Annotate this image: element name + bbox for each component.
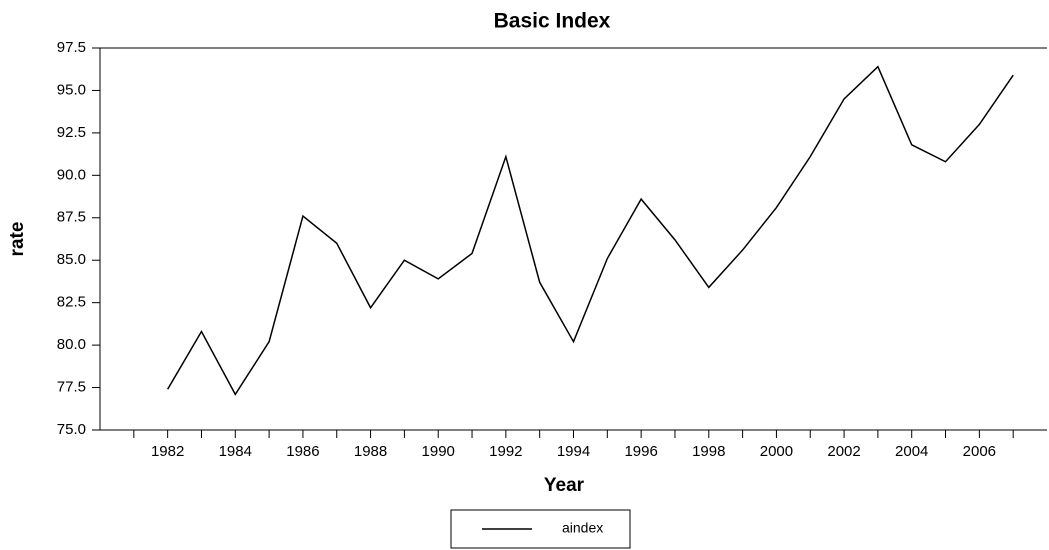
x-tick-label: 1988 [354,443,387,460]
x-tick-label: 1982 [151,443,184,460]
y-tick-label: 87.5 [57,209,86,226]
y-tick-label: 95.0 [57,81,86,98]
x-tick-label: 1984 [219,443,252,460]
y-tick-label: 80.0 [57,336,86,353]
y-tick-label: 75.0 [57,421,86,438]
legend-label: aindex [562,520,603,536]
x-tick-label: 1996 [624,443,657,460]
y-tick-label: 85.0 [57,251,86,268]
legend-box [450,509,631,549]
x-tick-label: 2002 [827,443,860,460]
x-tick-label: 1998 [692,443,725,460]
x-tick-label: 1992 [489,443,522,460]
y-tick-label: 92.5 [57,124,86,141]
y-tick-label: 77.5 [57,379,86,396]
data-line [166,65,1014,396]
x-tick-label: 1994 [557,443,590,460]
x-axis-label: Year [544,475,585,496]
y-tick-label: 97.5 [57,39,86,56]
x-tick-label: 1986 [286,443,319,460]
x-tick-label: 1990 [422,443,455,460]
chart-title: Basic Index [494,10,611,33]
y-axis-label: rate [7,222,28,257]
y-tick-label: 82.5 [57,294,86,311]
x-tick-label: 2006 [963,443,996,460]
x-tick-label: 2004 [895,443,928,460]
y-tick-label: 90.0 [57,166,86,183]
x-tick-label: 2000 [760,443,793,460]
